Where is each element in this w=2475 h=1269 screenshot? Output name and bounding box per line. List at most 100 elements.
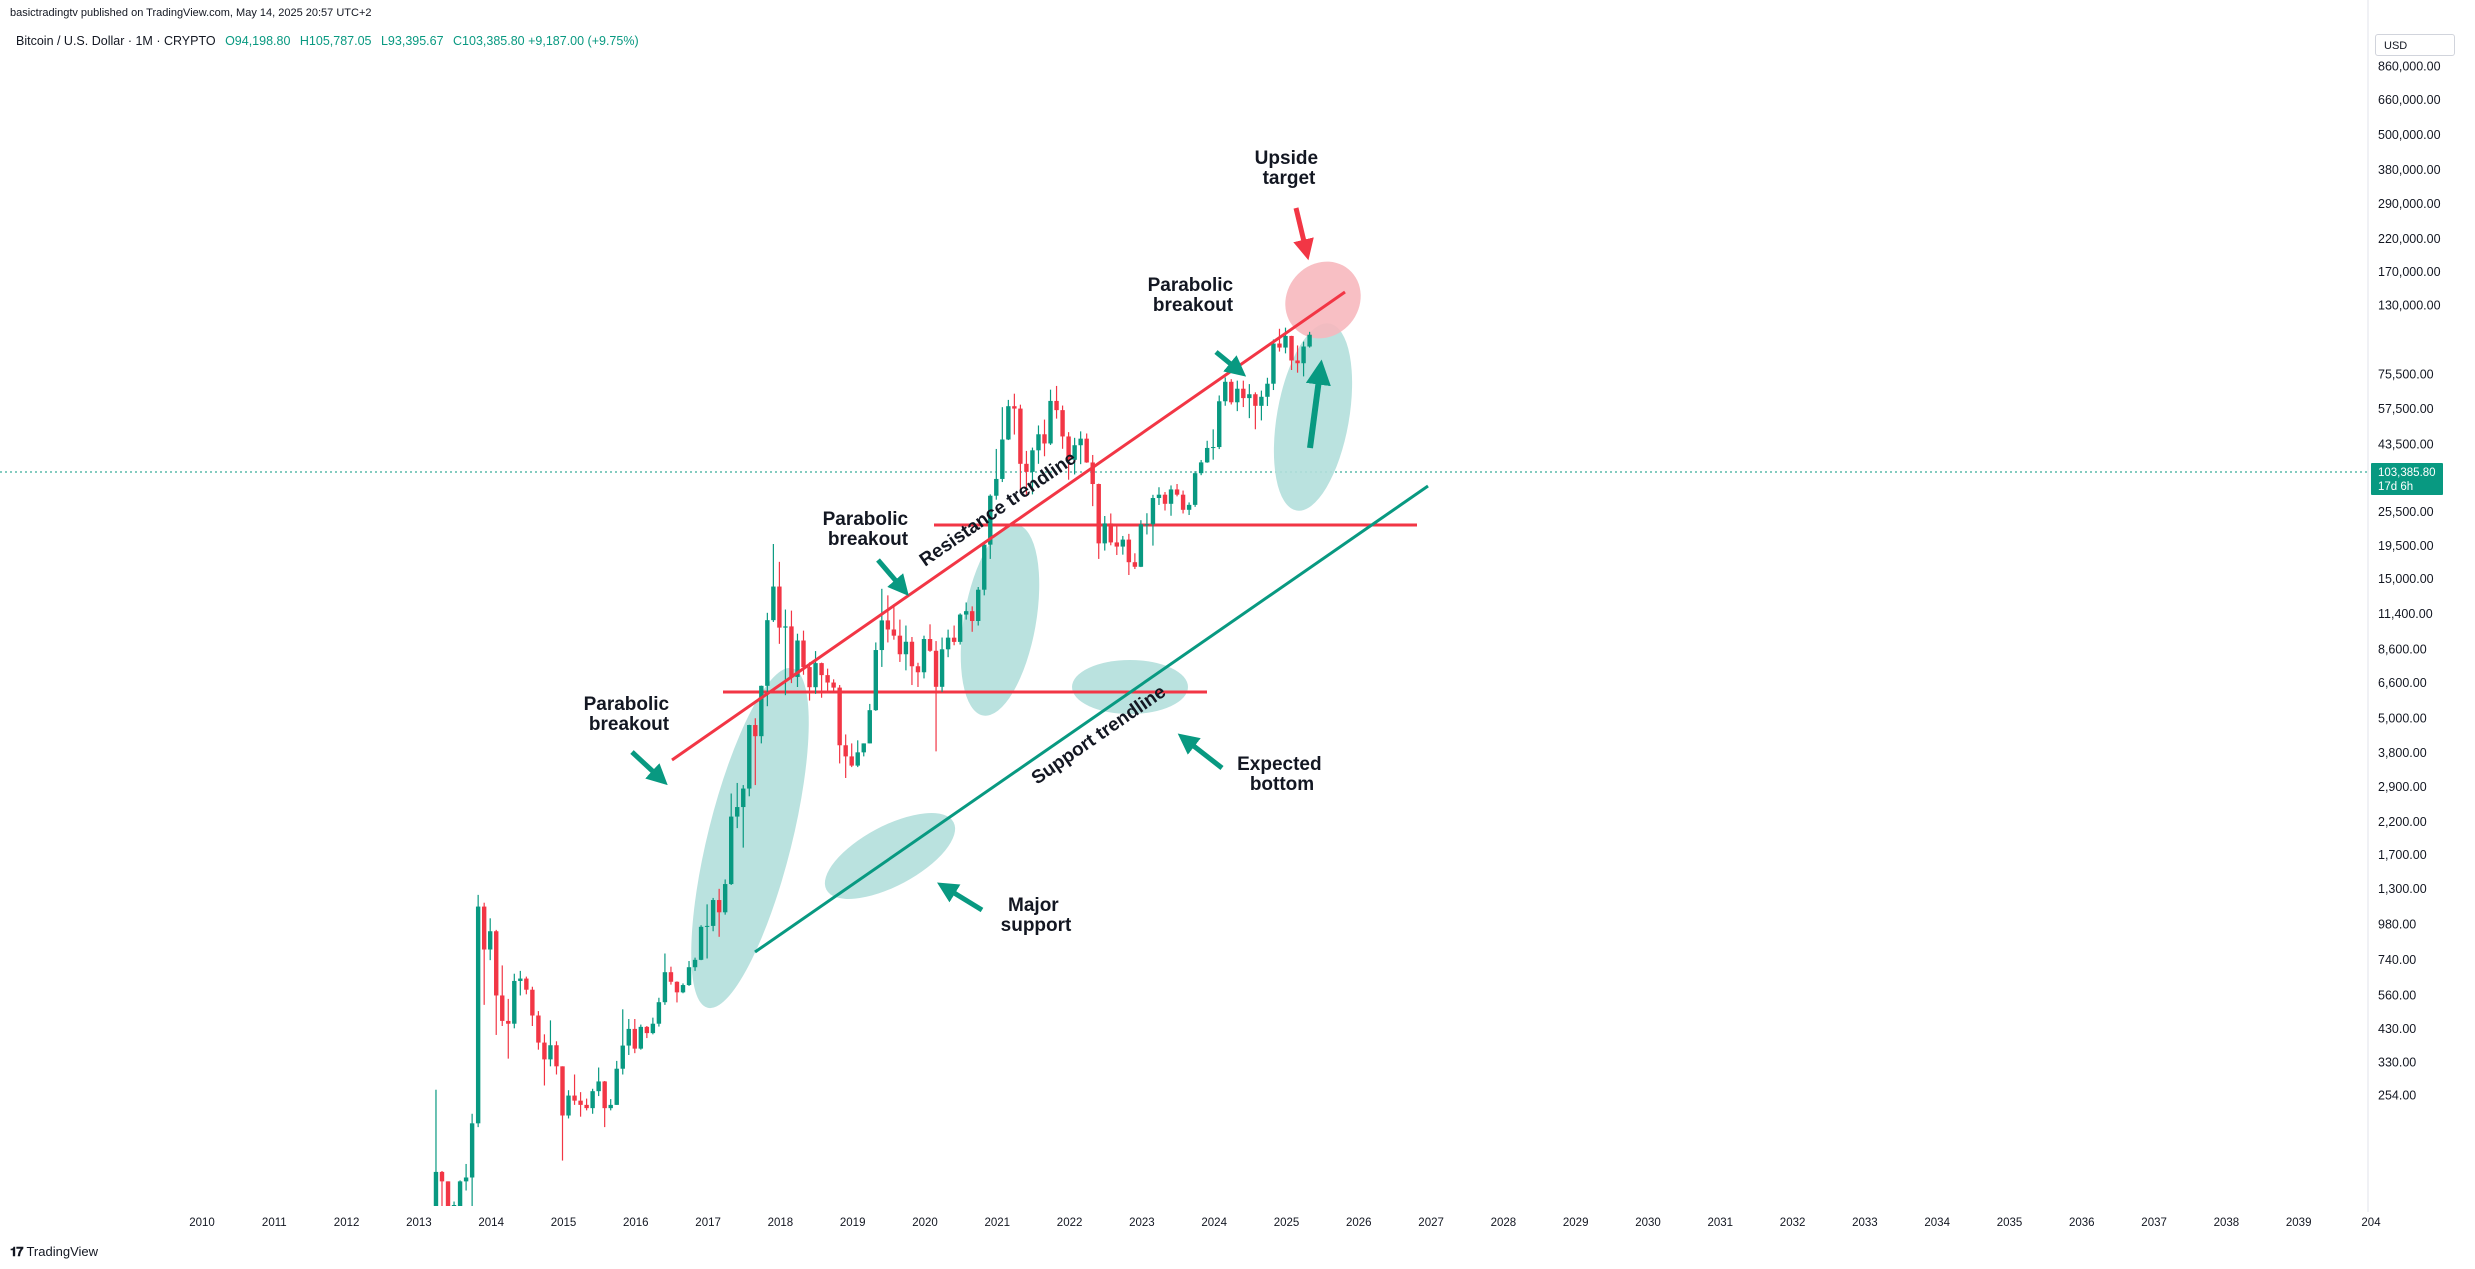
arrow-upside-target	[1293, 207, 1314, 261]
candle	[469, 1113, 475, 1206]
candle-body	[710, 900, 716, 926]
time-axis-label: 204	[2361, 1217, 2381, 1229]
candle	[825, 668, 830, 694]
candle-body	[795, 640, 800, 677]
candle	[861, 743, 866, 757]
candle-body	[945, 637, 951, 650]
candle	[939, 637, 945, 693]
annotation-upside-target-line2: target	[1263, 168, 1316, 189]
time-axis-label: 2029	[1563, 1217, 1589, 1229]
candle	[1132, 553, 1138, 570]
candle	[578, 1092, 583, 1117]
tradingview-brand[interactable]: TradingView	[26, 1244, 99, 1259]
candle-body	[590, 1091, 595, 1109]
time-axis-label: 2024	[1201, 1217, 1227, 1229]
candle-body	[1066, 436, 1071, 460]
candle	[614, 1060, 619, 1105]
annotation-parabolic-3-line2: breakout	[1153, 295, 1234, 316]
candle-body	[861, 743, 866, 753]
candles	[433, 327, 1312, 1206]
candle	[855, 740, 860, 768]
price-axis[interactable]: 860,000.00 660,000.00 500,000.00 380,000.00…	[2378, 59, 2441, 1102]
symbol-name[interactable]: Bitcoin / U.S. Dollar · 1M · CRYPTO	[16, 34, 216, 48]
candle	[596, 1067, 601, 1097]
highlight-2021-breakout	[960, 524, 1040, 716]
candle	[674, 981, 680, 1003]
price-axis-label: 130,000.00	[2378, 299, 2441, 313]
candle-body	[656, 1002, 662, 1024]
candle	[921, 635, 927, 679]
time-axis[interactable]: 2010 2011 2012 2013 2014 2015 2016 2017 2018 2019…	[189, 1217, 2381, 1229]
candle-body	[849, 756, 854, 766]
candle-body	[915, 666, 921, 673]
candle	[849, 743, 854, 768]
candle-body	[560, 1066, 565, 1116]
annotation-expected-bottom-line1: Expected	[1237, 754, 1321, 775]
candle	[933, 641, 939, 752]
candle-body	[1259, 396, 1264, 406]
close-label: C103,385.80	[453, 34, 525, 48]
support-trendline	[754, 484, 1429, 954]
annotation-parabolic-3-line1: Parabolic	[1148, 275, 1234, 296]
candle-body	[994, 478, 999, 496]
candle-body	[1301, 346, 1306, 364]
candle	[1048, 389, 1053, 445]
candle	[951, 625, 957, 646]
candle	[1174, 484, 1180, 497]
candle-body	[970, 611, 975, 621]
candle-body	[837, 687, 842, 746]
time-axis-label: 2022	[1057, 1217, 1083, 1229]
candle	[1265, 377, 1270, 406]
candle	[554, 1041, 559, 1075]
time-axis-label: 2037	[2141, 1217, 2167, 1229]
high-label: H105,787.05	[299, 34, 372, 48]
candle-body	[1018, 408, 1023, 464]
candle-body	[518, 978, 523, 981]
candle-body	[1168, 489, 1174, 504]
candle-body	[512, 980, 517, 1024]
candle-body	[500, 995, 505, 1021]
candle-body	[1006, 406, 1011, 440]
candle	[1307, 331, 1312, 348]
time-axis-label: 2016	[623, 1217, 649, 1229]
candle-body	[1048, 400, 1053, 444]
candle	[512, 973, 517, 1029]
price-axis-label: 57,500.00	[2378, 402, 2434, 416]
candle	[1277, 328, 1282, 352]
candle-body	[542, 1042, 547, 1060]
high-value: H105,787.05	[300, 34, 372, 48]
candle	[638, 1024, 644, 1050]
candle	[957, 613, 963, 645]
currency-selector[interactable]: USD	[2375, 34, 2455, 56]
candle-body	[765, 620, 770, 686]
candle	[753, 718, 758, 786]
time-axis-label: 2011	[262, 1217, 287, 1229]
candle	[994, 448, 999, 500]
candle	[927, 624, 933, 652]
candle-body	[680, 985, 686, 993]
price-axis-label: 220,000.00	[2378, 232, 2441, 246]
candle	[488, 918, 493, 961]
candle-body	[759, 685, 764, 737]
candle-body	[1186, 504, 1192, 510]
candle-body	[831, 682, 836, 688]
candle-body	[729, 816, 734, 885]
candle	[433, 1089, 439, 1206]
candle-body	[445, 1181, 451, 1206]
time-axis-label: 2035	[1997, 1217, 2023, 1229]
candle	[1084, 433, 1089, 463]
candle-body	[439, 1171, 445, 1182]
candle-body	[626, 1028, 631, 1046]
candle	[1271, 339, 1276, 391]
candle	[819, 662, 824, 698]
candle	[945, 629, 951, 658]
candle	[1253, 392, 1258, 430]
price-axis-label: 2,900.00	[2378, 780, 2427, 794]
price-axis-label: 980.00	[2378, 918, 2416, 932]
tradingview-logo-icon: 𝟏𝟕	[10, 1244, 24, 1259]
price-axis-label: 1,700.00	[2378, 848, 2427, 862]
candle-body	[921, 639, 927, 673]
candle	[451, 1201, 457, 1206]
price-axis-label: 8,600.00	[2378, 643, 2427, 657]
